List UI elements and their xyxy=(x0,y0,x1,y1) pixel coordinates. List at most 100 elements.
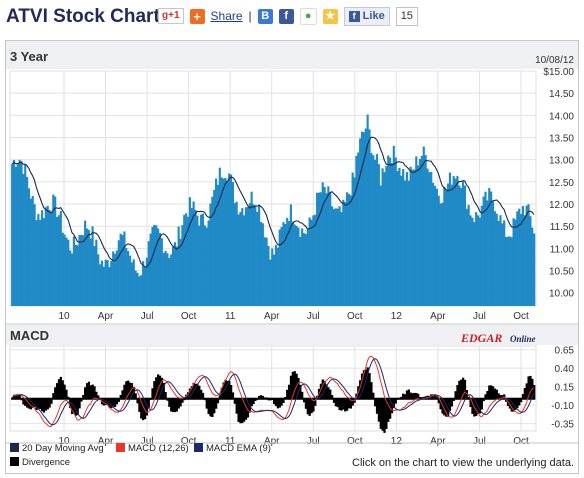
price-bar xyxy=(70,253,74,306)
facebook-like-button[interactable]: f Like xyxy=(343,6,390,26)
price-bar xyxy=(422,146,425,306)
price-bar xyxy=(239,212,242,306)
price-bar xyxy=(188,197,191,306)
divergence-bar xyxy=(93,386,96,400)
price-bar xyxy=(158,233,162,306)
divergence-bar xyxy=(130,383,134,400)
blogger-icon[interactable]: B xyxy=(257,8,273,24)
divergence-bar xyxy=(493,388,497,400)
price-bar xyxy=(136,272,139,306)
price-bar xyxy=(74,244,77,306)
divergence-bar xyxy=(44,397,48,411)
divergence-bar xyxy=(319,383,323,400)
price-bar xyxy=(97,254,100,306)
divergence-bar xyxy=(246,397,250,418)
price-bar xyxy=(516,211,519,306)
divergence-bar xyxy=(286,389,289,400)
price-bar xyxy=(222,178,225,306)
divergence-bar xyxy=(153,381,156,400)
divergence-bar xyxy=(486,390,489,400)
divergence-bar xyxy=(390,397,394,414)
price-bar xyxy=(342,199,345,306)
price-bar xyxy=(211,196,214,306)
price-bar xyxy=(177,226,180,306)
price-bar xyxy=(175,246,178,306)
divergence-bar xyxy=(308,397,311,416)
facebook-like-icon: f xyxy=(348,10,360,22)
price-bar xyxy=(99,264,102,306)
facebook-icon[interactable]: f xyxy=(278,8,294,24)
price-bar xyxy=(357,152,360,306)
price-bar xyxy=(331,206,334,306)
price-bar xyxy=(166,253,169,306)
chart-area[interactable]: 3 Year 10/08/12 $15.00 14.50 14.00 13.50 13.00… xyxy=(5,40,579,474)
price-bar xyxy=(265,237,268,306)
divergence-bar xyxy=(437,397,440,404)
divergence-bar xyxy=(143,397,147,420)
price-bar xyxy=(233,203,236,306)
divergence-bar xyxy=(488,385,491,400)
legend-swatch xyxy=(10,457,19,466)
divergence-bar xyxy=(229,385,233,400)
price-bar xyxy=(389,157,392,306)
price-bar xyxy=(55,216,59,306)
divergence-bar xyxy=(368,373,371,400)
price-bar xyxy=(426,168,429,306)
divergence-bar xyxy=(495,389,498,400)
divergence-bar xyxy=(194,383,197,400)
price-bar xyxy=(125,248,128,306)
divergence-bar xyxy=(54,387,57,400)
divergence-bar xyxy=(273,397,276,405)
divergence-bar xyxy=(458,380,461,400)
price-bar xyxy=(523,215,526,306)
price-bar xyxy=(250,191,253,306)
price-bar xyxy=(430,171,433,306)
price-bar xyxy=(95,239,98,306)
price-bar xyxy=(258,204,261,306)
people-icon[interactable]: ● xyxy=(299,7,317,25)
price-bar xyxy=(329,192,332,306)
price-y-tick: 11.50 xyxy=(550,222,575,233)
price-bar xyxy=(87,229,90,306)
divergence-bar xyxy=(405,390,409,400)
price-bar xyxy=(417,165,420,306)
divergence-bar xyxy=(164,391,167,400)
price-bar xyxy=(200,214,203,306)
price-bar xyxy=(319,192,322,306)
share-link[interactable]: Share xyxy=(210,9,243,23)
price-bar xyxy=(246,207,249,306)
divergence-bar xyxy=(171,397,175,413)
price-y-tick: $15.00 xyxy=(543,67,574,78)
favorite-star-icon[interactable]: ★ xyxy=(322,8,338,24)
price-bar xyxy=(497,220,500,306)
price-bar xyxy=(69,250,72,306)
price-bar xyxy=(411,169,414,306)
price-bar xyxy=(181,225,184,306)
divergence-bar xyxy=(448,397,452,411)
google-plus-button[interactable]: g+1 xyxy=(158,8,184,24)
price-bar xyxy=(119,233,122,306)
divergence-bar xyxy=(381,397,384,431)
divergence-bar xyxy=(65,389,68,400)
divergence-bar xyxy=(50,397,53,404)
price-bar xyxy=(31,195,34,306)
price-y-tick: 12.00 xyxy=(549,200,574,211)
price-bar xyxy=(454,178,457,306)
divergence-bar xyxy=(207,397,210,415)
share-plus-icon[interactable]: + xyxy=(189,8,205,24)
price-bar xyxy=(54,196,57,306)
divergence-bar xyxy=(181,397,184,403)
price-bar xyxy=(291,221,294,306)
divergence-bar xyxy=(110,397,113,409)
price-x-tick: Jul xyxy=(141,311,154,322)
divergence-bar xyxy=(170,397,173,412)
macd-x-tick: Apr xyxy=(98,436,114,447)
chart-svg[interactable]: 3 Year 10/08/12$15.00 14.50 14.00 13.50 13.00… xyxy=(6,41,578,473)
divergence-bar xyxy=(250,397,253,407)
divergence-bar xyxy=(519,397,523,403)
price-bar xyxy=(385,166,388,306)
divergence-bar xyxy=(525,383,528,400)
divergence-bar xyxy=(74,397,77,416)
price-bar xyxy=(398,167,401,306)
price-bar xyxy=(525,205,528,306)
